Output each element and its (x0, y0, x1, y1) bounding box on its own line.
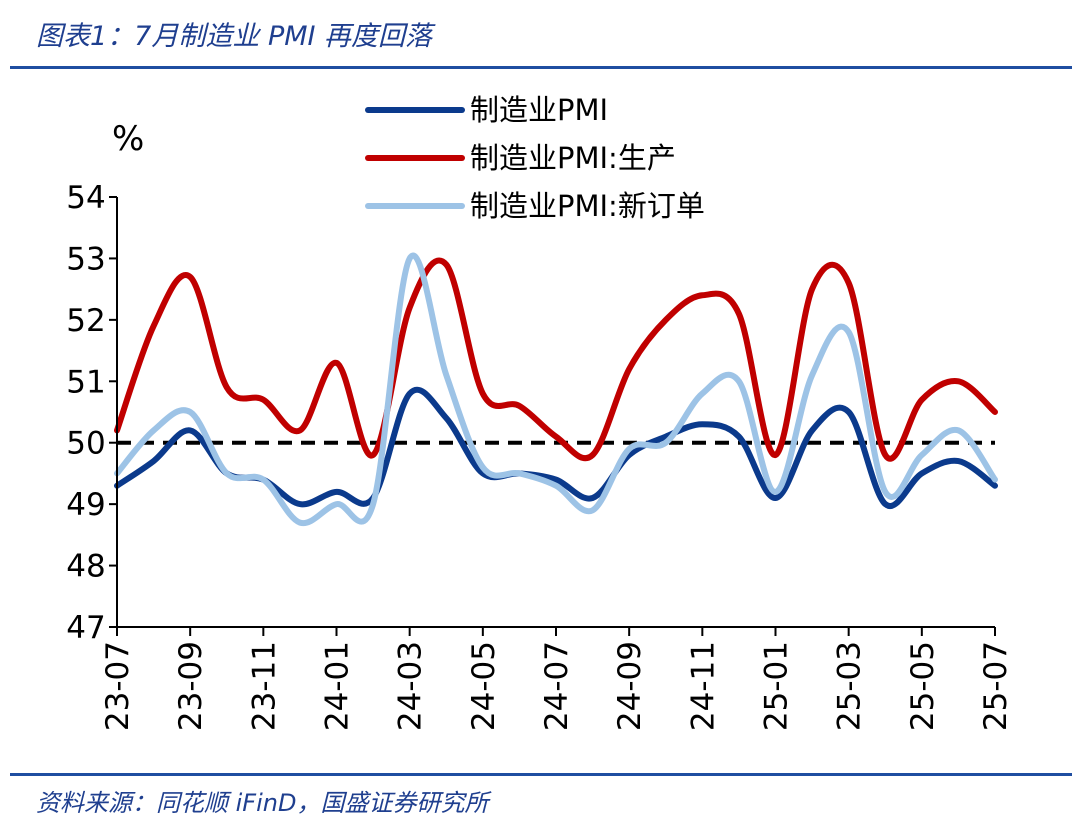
x-tick-label: 23-11 (246, 641, 282, 731)
x-tick-label: 25-01 (759, 641, 795, 731)
y-tick-label: 48 (66, 549, 105, 585)
x-tick-label: 24-11 (685, 641, 721, 731)
x-tick-label: 24-09 (612, 641, 648, 731)
y-tick-label: 52 (66, 303, 105, 339)
y-tick-label: 50 (66, 426, 105, 462)
x-tick-label: 24-03 (393, 641, 429, 731)
x-tick-label: 24-05 (466, 641, 502, 731)
x-tick-label: 25-07 (978, 641, 1014, 731)
legend-item-new-orders-label: 制造业PMI:新订单 (470, 189, 705, 223)
x-tick-label: 23-07 (100, 641, 136, 731)
bottom-rule (10, 773, 1072, 776)
y-tick-label: 54 (66, 180, 105, 216)
source-note: 资料来源：同花顺 iFinD，国盛证券研究所 (36, 789, 489, 817)
y-tick-label: 53 (66, 241, 105, 277)
x-tick-label: 23-09 (173, 641, 209, 731)
figure-title: 图表1：7月制造业 PMI 再度回落 (36, 21, 433, 52)
top-rule (10, 66, 1072, 69)
y-tick-label: 51 (66, 364, 105, 400)
y-unit-label: % (112, 119, 144, 159)
x-tick-label: 25-03 (832, 641, 868, 731)
series-line-new-orders (114, 252, 998, 527)
x-tick-label: 24-07 (539, 641, 575, 731)
y-tick-label: 47 (66, 610, 105, 646)
legend-item-production-label: 制造业PMI:生产 (470, 141, 676, 175)
x-tick-label: 24-01 (320, 641, 356, 731)
series-line-production (114, 257, 998, 462)
y-tick-label: 49 (66, 487, 105, 523)
x-tick-label: 25-05 (905, 641, 941, 731)
legend-item-pmi-label: 制造业PMI (470, 93, 608, 127)
